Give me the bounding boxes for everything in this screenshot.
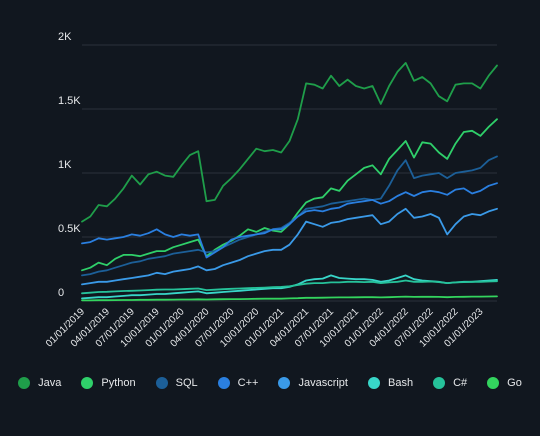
legend-swatch bbox=[18, 377, 31, 389]
legend-label: Javascript bbox=[298, 377, 348, 389]
series-line-go bbox=[81, 295, 498, 302]
y-tick-label: 1.5K bbox=[58, 95, 81, 107]
legend-swatch bbox=[487, 377, 500, 389]
legend-item[interactable]: Javascript bbox=[278, 377, 348, 389]
legend-item[interactable]: Bash bbox=[368, 377, 413, 389]
y-tick-label: 1K bbox=[58, 159, 72, 171]
legend-item[interactable]: SQL bbox=[155, 377, 198, 389]
legend-item[interactable]: Python bbox=[81, 377, 136, 389]
x-axis-ticks: 01/01/201904/01/201907/01/201910/01/2019… bbox=[44, 306, 486, 349]
legend-item[interactable]: Java bbox=[18, 377, 61, 389]
y-tick-label: 2K bbox=[58, 31, 72, 43]
legend-label: Go bbox=[507, 377, 522, 389]
legend-label: C# bbox=[453, 377, 468, 389]
series-line-c- bbox=[81, 279, 498, 295]
y-tick-label: 0 bbox=[58, 287, 64, 299]
legend-item[interactable]: C# bbox=[433, 377, 467, 389]
legend-swatch bbox=[155, 377, 168, 389]
legend-swatch bbox=[278, 377, 291, 389]
legend-label: Java bbox=[38, 377, 62, 389]
legend-item[interactable]: Go bbox=[487, 377, 522, 389]
legend-swatch bbox=[433, 377, 446, 389]
chart-legend: Java Python SQL C++ Javascript Bash C# Go bbox=[0, 374, 540, 392]
series-line-javascript bbox=[81, 207, 498, 286]
series-line-java bbox=[81, 62, 498, 223]
legend-label: C++ bbox=[237, 377, 259, 389]
legend-swatch bbox=[81, 377, 94, 389]
series-line-c- bbox=[81, 182, 498, 259]
y-tick-label: 0.5K bbox=[58, 223, 81, 235]
y-axis-ticks: 0 0.5K 1K 1.5K 2K bbox=[58, 31, 81, 299]
legend-swatch bbox=[217, 377, 230, 389]
series-lines bbox=[81, 62, 498, 302]
legend-item[interactable]: C++ bbox=[217, 377, 259, 389]
legend-label: Bash bbox=[388, 377, 414, 389]
legend-swatch bbox=[368, 377, 380, 389]
legend-label: SQL bbox=[175, 377, 198, 389]
legend-label: Python bbox=[101, 377, 136, 389]
series-line-sql bbox=[81, 155, 498, 277]
